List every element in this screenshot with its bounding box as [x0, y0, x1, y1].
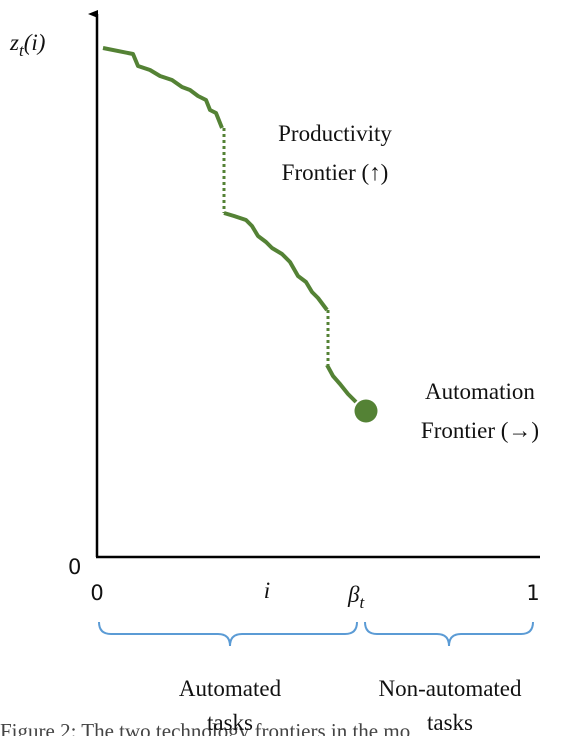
jumps — [222, 128, 330, 365]
beta-base: β — [347, 582, 360, 607]
y-label-base: z — [9, 30, 19, 55]
curve-segment — [102, 46, 224, 129]
caption: Figure 2: The two technology frontiers i… — [0, 719, 410, 736]
braces — [98, 621, 534, 647]
x-start-label: 0 — [90, 581, 103, 605]
automation-point — [354, 399, 378, 423]
curve-segment — [325, 364, 358, 404]
productivity-label: Frontier (↑) — [282, 160, 389, 185]
group-label: Non-automated — [378, 676, 522, 701]
beta-sub: t — [359, 593, 365, 612]
x-mid-label: i — [264, 578, 270, 603]
curve-segment — [223, 211, 329, 312]
group-label: Automated — [179, 676, 282, 701]
brace-non-automated — [364, 621, 534, 647]
group-label: tasks — [207, 710, 253, 735]
brace-automated — [98, 621, 358, 647]
origin-label: 0 — [68, 555, 81, 579]
group-label: tasks — [427, 710, 473, 735]
y-label-arg: (i) — [24, 30, 46, 55]
x-end-label: 1 — [526, 581, 539, 605]
frontier-curve — [102, 46, 358, 404]
productivity-label: Productivity — [278, 121, 392, 146]
automation-label: Frontier (→) — [421, 418, 539, 443]
beta-label: βt — [347, 582, 365, 612]
y-axis-label: zt(i) — [9, 30, 45, 60]
automation-label: Automation — [425, 379, 535, 404]
y-label-sub: t — [19, 41, 25, 60]
